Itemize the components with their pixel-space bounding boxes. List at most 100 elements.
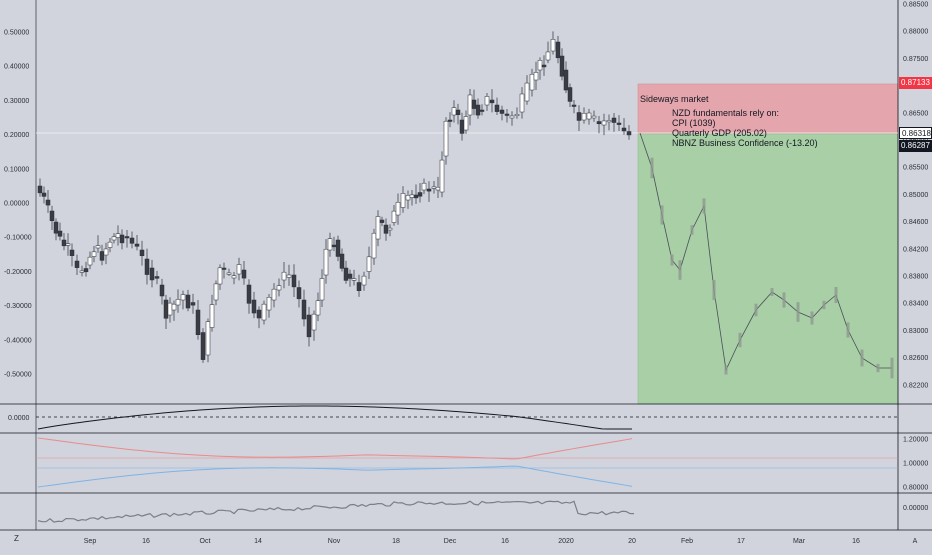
candle-body	[499, 109, 505, 114]
candle-body	[167, 302, 173, 316]
time-axis-label: 16	[501, 538, 509, 545]
time-axis-label: Feb	[681, 538, 693, 545]
annotation-line-2: CPI (1039)	[672, 118, 716, 128]
candle-body	[413, 194, 419, 199]
candle-body	[563, 69, 569, 91]
candle-body	[246, 284, 252, 304]
osc2-blue-line	[37, 465, 633, 488]
left-axis-label: 0.00000	[4, 201, 29, 208]
candle-body	[611, 117, 617, 123]
candle-body	[271, 288, 277, 301]
candle-body	[185, 294, 191, 309]
candle-body	[256, 309, 262, 319]
right-axis-label: 0.83400	[903, 301, 928, 308]
candle-body	[391, 210, 397, 223]
candle-body	[489, 99, 495, 104]
osc2-red-line	[37, 437, 633, 460]
right-axis-label: 0.84200	[903, 246, 928, 253]
candle-body	[479, 109, 485, 112]
candle-body	[99, 251, 105, 261]
left-axis-label: 0.40000	[4, 64, 29, 71]
candle-body	[463, 116, 469, 131]
time-axis-label: Oct	[200, 538, 211, 545]
candle-body	[524, 82, 530, 102]
candle-body	[576, 112, 582, 121]
candle-body	[533, 72, 539, 81]
time-axis-label: Sep	[84, 538, 97, 545]
candle-body	[435, 186, 441, 191]
candle-body	[37, 185, 43, 194]
candle-body	[606, 120, 612, 123]
ghost-candle	[822, 300, 826, 310]
candle-body	[327, 238, 333, 251]
candle-body	[467, 94, 473, 116]
ghost-candle	[846, 322, 850, 338]
candle-body	[159, 284, 165, 297]
candle-body	[343, 267, 349, 281]
candle-body	[494, 104, 500, 112]
candle-body	[241, 269, 247, 279]
candle-body	[323, 248, 329, 276]
annotation-line-1: NZD fundamentals rely on:	[672, 108, 780, 118]
zoom-reset-button[interactable]: Z	[14, 534, 19, 543]
candle-body	[251, 299, 257, 314]
candle-body	[129, 237, 135, 244]
right-axis-label: 0.88000	[903, 29, 928, 36]
time-axis-label: 16	[852, 538, 860, 545]
candle-body	[45, 199, 51, 206]
candle-body	[519, 93, 525, 113]
candle-body	[306, 314, 312, 338]
candle-body	[459, 119, 465, 134]
ghost-candle	[724, 365, 728, 375]
candle-body	[171, 303, 177, 311]
candle-body	[409, 194, 415, 198]
candle-body	[217, 267, 223, 285]
candle-body	[339, 253, 345, 269]
right-axis-label: 0.82200	[903, 382, 928, 389]
ghost-candle	[650, 157, 654, 179]
osc2-axis-label: 1.20000	[903, 437, 928, 444]
candle-body	[79, 270, 85, 273]
entry-price-tag: 0.86287	[899, 140, 932, 152]
osc3-line	[37, 500, 635, 523]
take-profit-zone[interactable]	[637, 133, 899, 405]
time-axis-label: Mar	[793, 538, 806, 545]
candle-body	[281, 271, 287, 281]
left-axis-label: 0.20000	[4, 132, 29, 139]
candle-body	[74, 260, 80, 268]
left-axis-label: 0.50000	[4, 30, 29, 37]
candle-body	[417, 192, 423, 197]
candle-body	[107, 241, 113, 248]
candle-body	[139, 249, 145, 257]
candle-body	[41, 192, 47, 197]
annotation-line-4: NBNZ Business Confidence (-13.20)	[672, 138, 818, 148]
candle-body	[119, 234, 125, 244]
right-axis-label: 0.82600	[903, 355, 928, 362]
candle-body	[261, 303, 267, 321]
right-axis-label: 0.85500	[903, 165, 928, 172]
candle-body	[571, 104, 577, 107]
annotation-title[interactable]: Sideways market	[640, 94, 709, 104]
candle-body	[356, 282, 362, 291]
candle-body	[559, 55, 565, 77]
right-axis-label: 0.85000	[903, 192, 928, 199]
projection-path[interactable]	[639, 132, 894, 379]
ghost-candle	[660, 205, 664, 225]
candle-body	[366, 256, 372, 272]
candle-body	[529, 73, 535, 91]
candle-body	[195, 309, 201, 335]
annotation-line-3: Quarterly GDP (205.02)	[672, 128, 767, 138]
right-axis-label: 0.83800	[903, 274, 928, 281]
right-axis-label: 0.87500	[903, 56, 928, 63]
candle-body	[626, 131, 632, 136]
candlestick-series[interactable]	[37, 31, 632, 363]
candle-body	[421, 182, 427, 191]
candle-body	[451, 107, 457, 116]
candle-body	[231, 275, 237, 279]
stop-loss-zone[interactable]	[637, 83, 899, 135]
time-axis-label: Dec	[444, 538, 457, 545]
candle-body	[387, 227, 393, 231]
candle-body	[581, 113, 587, 121]
